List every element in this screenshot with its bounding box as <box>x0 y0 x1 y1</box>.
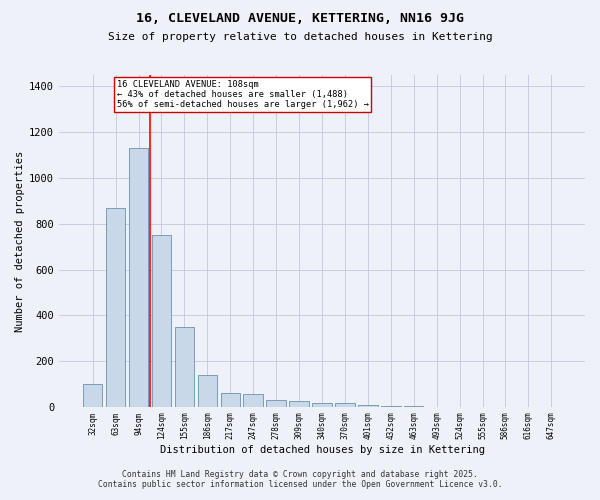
Bar <box>244 394 263 407</box>
Text: Size of property relative to detached houses in Kettering: Size of property relative to detached ho… <box>107 32 493 42</box>
Bar <box>129 148 148 407</box>
Text: 16, CLEVELAND AVENUE, KETTERING, NN16 9JG: 16, CLEVELAND AVENUE, KETTERING, NN16 9J… <box>136 12 464 26</box>
Bar <box>175 326 194 407</box>
Bar <box>152 235 171 407</box>
Text: Contains HM Land Registry data © Crown copyright and database right 2025.
Contai: Contains HM Land Registry data © Crown c… <box>98 470 502 489</box>
Bar <box>289 401 309 407</box>
Text: 16 CLEVELAND AVENUE: 108sqm
← 43% of detached houses are smaller (1,488)
56% of : 16 CLEVELAND AVENUE: 108sqm ← 43% of det… <box>117 80 369 110</box>
Bar <box>106 208 125 407</box>
Y-axis label: Number of detached properties: Number of detached properties <box>15 150 25 332</box>
Bar <box>381 406 401 407</box>
Bar <box>335 404 355 407</box>
X-axis label: Distribution of detached houses by size in Kettering: Distribution of detached houses by size … <box>160 445 485 455</box>
Bar <box>221 393 240 407</box>
Bar <box>83 384 103 407</box>
Bar <box>197 375 217 407</box>
Bar <box>266 400 286 407</box>
Bar <box>312 404 332 407</box>
Bar <box>358 404 377 407</box>
